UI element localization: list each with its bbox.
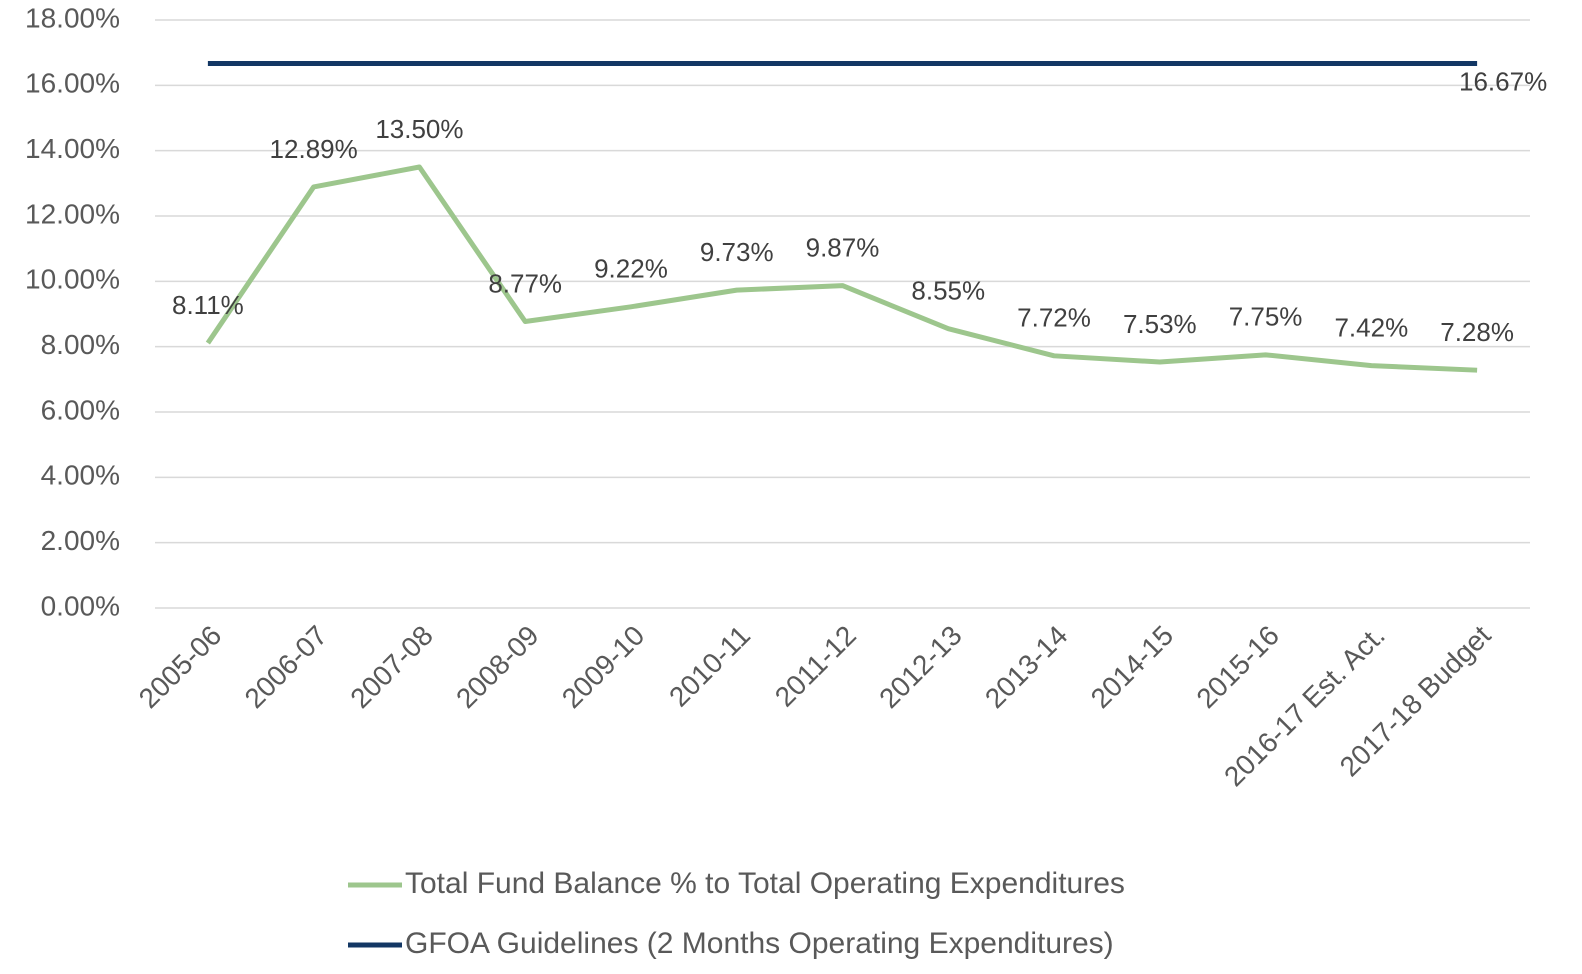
y-tick-label: 14.00% bbox=[25, 133, 120, 164]
series-line bbox=[205, 164, 1478, 373]
y-tick-label: 16.00% bbox=[25, 68, 120, 99]
data-label: 12.89% bbox=[270, 134, 358, 164]
x-tick-label: 2005-06 bbox=[133, 620, 228, 715]
data-label: 16.67% bbox=[1459, 66, 1547, 96]
x-tick-label: 2007-08 bbox=[344, 620, 439, 715]
data-label: 7.53% bbox=[1123, 309, 1197, 339]
data-label: 13.50% bbox=[375, 114, 463, 144]
y-tick-label: 12.00% bbox=[25, 198, 120, 229]
data-label: 7.28% bbox=[1440, 317, 1514, 347]
y-tick-label: 2.00% bbox=[41, 525, 120, 556]
data-label: 7.75% bbox=[1229, 302, 1303, 332]
legend-label: Total Fund Balance % to Total Operating … bbox=[405, 867, 1125, 900]
data-label: 9.73% bbox=[700, 237, 774, 267]
x-tick-label: 2015-16 bbox=[1190, 620, 1285, 715]
x-tick-label: 2014-15 bbox=[1085, 620, 1180, 715]
y-tick-label: 8.00% bbox=[41, 329, 120, 360]
y-tick-label: 10.00% bbox=[25, 264, 120, 295]
data-label: 8.77% bbox=[488, 268, 562, 298]
data-label: 9.22% bbox=[594, 254, 668, 284]
x-tick-label: 2009-10 bbox=[556, 620, 651, 715]
data-label: 8.55% bbox=[911, 276, 985, 306]
data-label: 8.11% bbox=[172, 290, 244, 320]
legend-label: GFOA Guidelines (2 Months Operating Expe… bbox=[405, 927, 1114, 960]
x-tick-label: 2008-09 bbox=[450, 620, 545, 715]
data-label: 9.87% bbox=[806, 232, 880, 262]
data-label: 7.72% bbox=[1017, 303, 1091, 333]
y-tick-label: 18.00% bbox=[25, 2, 120, 33]
x-tick-label: 2010-11 bbox=[663, 620, 756, 713]
x-tick-label: 2013-14 bbox=[979, 620, 1074, 715]
y-tick-label: 0.00% bbox=[41, 590, 120, 621]
x-tick-label: 2012-13 bbox=[873, 620, 968, 715]
data-label: 7.42% bbox=[1334, 312, 1408, 342]
y-tick-label: 4.00% bbox=[41, 460, 120, 491]
x-tick-label: 2006-07 bbox=[239, 620, 334, 715]
x-tick-label: 2011-12 bbox=[769, 620, 862, 713]
y-tick-label: 6.00% bbox=[41, 394, 120, 425]
